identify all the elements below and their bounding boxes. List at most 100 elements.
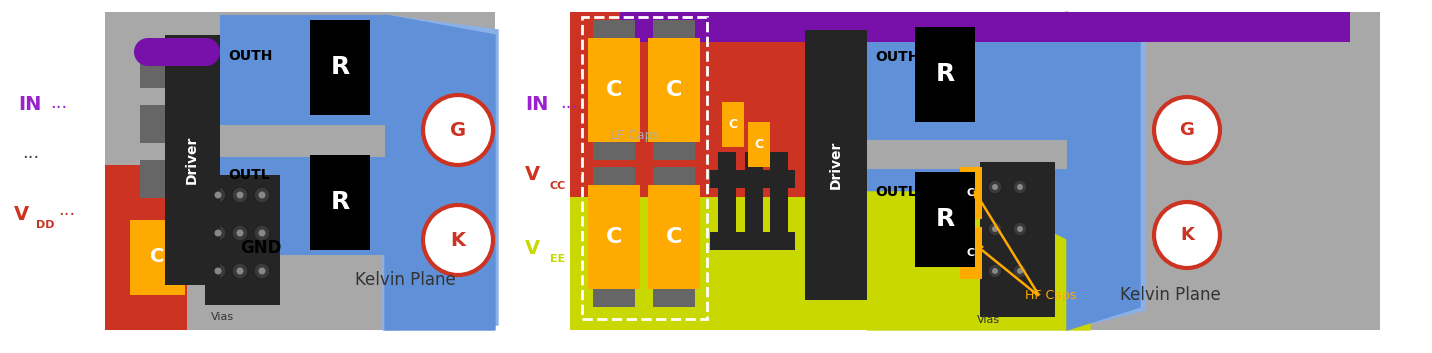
Bar	[593, 167, 634, 185]
Text: C: C	[606, 80, 621, 100]
Bar	[570, 12, 905, 197]
Text: ···: ···	[59, 206, 76, 224]
Circle shape	[211, 263, 226, 279]
Bar	[140, 50, 168, 88]
Bar	[570, 197, 905, 330]
Text: OUTH: OUTH	[875, 50, 919, 64]
Text: CC: CC	[550, 181, 566, 191]
Circle shape	[988, 264, 1002, 278]
Circle shape	[992, 184, 998, 190]
Bar	[221, 15, 385, 130]
Circle shape	[992, 268, 998, 274]
Bar	[770, 152, 788, 242]
Text: Vias: Vias	[211, 312, 233, 322]
Circle shape	[211, 225, 226, 241]
Bar	[745, 152, 763, 242]
Text: Driver: Driver	[185, 136, 199, 184]
Bar	[649, 185, 700, 289]
Text: Kelvin Plane: Kelvin Plane	[355, 271, 455, 289]
Bar	[866, 140, 1067, 169]
Circle shape	[1017, 268, 1022, 274]
Polygon shape	[385, 15, 495, 330]
Text: ···: ···	[560, 99, 577, 117]
Text: Driver: Driver	[829, 141, 843, 189]
Bar	[710, 170, 795, 188]
Text: C: C	[150, 247, 165, 267]
Text: C: C	[729, 118, 737, 131]
Bar	[593, 289, 634, 307]
Bar	[147, 38, 206, 66]
Bar	[748, 122, 770, 167]
Circle shape	[1154, 97, 1220, 163]
Text: V: V	[526, 166, 540, 185]
Circle shape	[988, 180, 1002, 194]
Text: R: R	[331, 55, 349, 79]
Text: OUTL: OUTL	[875, 185, 916, 199]
Bar	[205, 175, 281, 305]
Text: R: R	[935, 62, 955, 86]
Bar	[620, 12, 1350, 42]
Bar	[915, 27, 975, 122]
Text: HF Caps: HF Caps	[1025, 288, 1077, 301]
Circle shape	[236, 229, 243, 237]
Bar	[589, 185, 640, 289]
Text: V: V	[526, 239, 540, 257]
Bar	[915, 172, 975, 267]
Circle shape	[1012, 264, 1027, 278]
Bar	[717, 152, 736, 242]
Circle shape	[988, 222, 1002, 236]
Bar	[221, 155, 385, 255]
Bar	[140, 160, 168, 198]
Circle shape	[232, 187, 248, 203]
Circle shape	[253, 187, 271, 203]
Circle shape	[215, 191, 222, 198]
Text: C: C	[967, 188, 975, 198]
Text: C: C	[666, 80, 682, 100]
Text: DD: DD	[36, 220, 54, 230]
Bar	[105, 165, 188, 330]
Bar	[105, 12, 495, 330]
Circle shape	[1017, 184, 1022, 190]
Circle shape	[422, 205, 493, 275]
Bar	[309, 155, 369, 250]
Circle shape	[992, 226, 998, 232]
Text: R: R	[935, 207, 955, 231]
Bar	[959, 227, 982, 279]
Bar	[309, 20, 369, 115]
Text: ···: ···	[50, 99, 67, 117]
Circle shape	[211, 187, 226, 203]
Circle shape	[1012, 180, 1027, 194]
Bar	[593, 142, 634, 160]
Text: ···: ···	[21, 149, 39, 167]
Text: EE: EE	[550, 254, 566, 264]
Text: OUTH: OUTH	[228, 49, 272, 63]
Polygon shape	[382, 15, 498, 330]
Circle shape	[259, 268, 265, 275]
Bar	[593, 20, 634, 38]
Circle shape	[215, 268, 222, 275]
Circle shape	[253, 225, 271, 241]
Text: C: C	[755, 138, 763, 150]
Text: C: C	[666, 227, 682, 247]
Bar	[581, 17, 707, 319]
Text: K: K	[1180, 226, 1194, 244]
Text: V: V	[14, 205, 29, 225]
Circle shape	[422, 95, 493, 165]
Text: OUTL: OUTL	[228, 168, 269, 182]
Polygon shape	[866, 192, 1090, 330]
Circle shape	[232, 263, 248, 279]
Circle shape	[1017, 226, 1022, 232]
Text: Kelvin Plane: Kelvin Plane	[1120, 286, 1220, 304]
Circle shape	[232, 225, 248, 241]
Bar	[653, 142, 695, 160]
Text: C: C	[967, 248, 975, 258]
Bar	[979, 162, 1055, 317]
Circle shape	[215, 229, 222, 237]
Circle shape	[1154, 202, 1220, 268]
Circle shape	[135, 38, 162, 66]
Bar	[140, 105, 168, 143]
Text: ···: ···	[571, 166, 589, 184]
Bar	[165, 35, 221, 285]
Bar	[221, 125, 385, 157]
Bar	[866, 167, 1067, 277]
